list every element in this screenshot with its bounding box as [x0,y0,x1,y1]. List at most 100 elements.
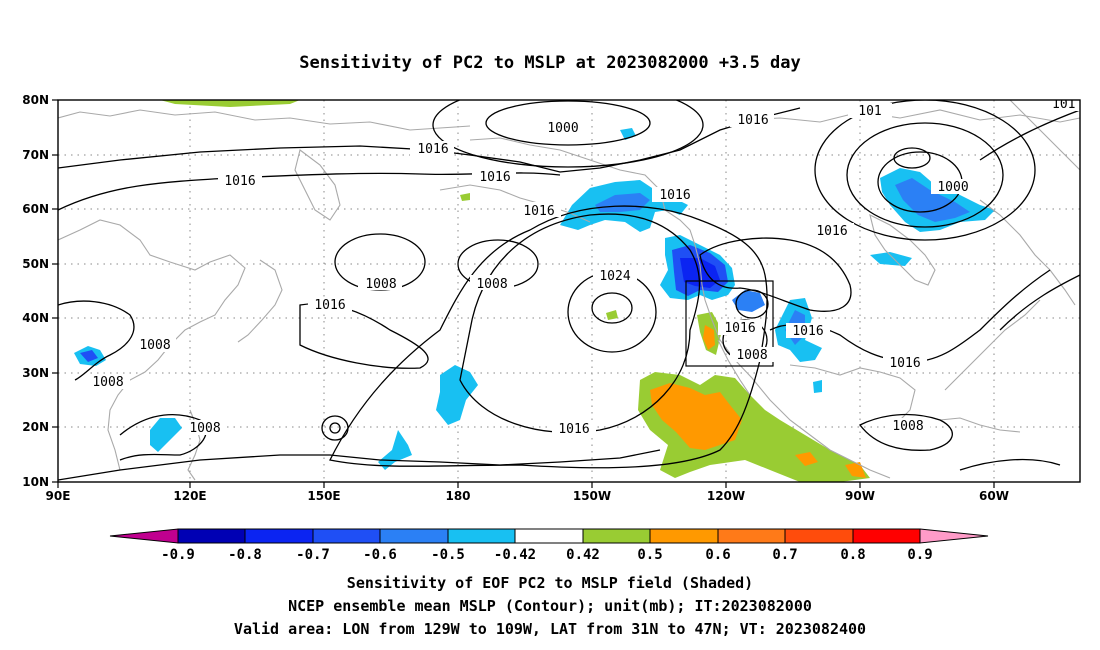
isobar-1016-nw-small [735,289,769,319]
x-tick-label: 180 [445,489,470,503]
coast-caribbean [939,417,1021,433]
colorbar-bin [379,528,449,544]
shade-blue-canada [895,178,970,222]
isobar-low-1008-pac [432,100,704,168]
colorbar-arrow-left [109,528,179,544]
x-tick-label: 90E [46,489,71,503]
isobar-1016-na [699,237,852,312]
isobar-1008-small [321,415,349,441]
colorbar-arrow-right [919,528,989,544]
colorbar-bin [649,528,719,544]
y-tick-label: 10N [22,475,49,489]
shade-cyan-sea [150,418,182,452]
coast-kamchatka [294,149,341,221]
shade-orange-baja [703,325,715,350]
shade-green-top [160,100,300,107]
colorbar-bin [852,528,921,544]
isobars [58,100,1080,481]
contour-label: 1016 [737,113,768,128]
x-tick-label: 150E [307,489,340,503]
contour-label: 1016 [479,170,510,185]
tick-marks [52,99,995,488]
contour-label: 1000 [547,121,578,136]
colorbar-label: -0.7 [296,547,330,563]
y-tick-label: 60N [22,202,49,216]
contour-label: 1016 [314,298,345,313]
caption-line-1: Sensitivity of EOF PC2 to MSLP field (Sh… [347,574,753,592]
shade-blue-asia [80,350,98,362]
colorbar-label: 0.6 [705,547,730,563]
shade-orange-south2 [795,452,818,466]
colorbar-bin [514,528,584,544]
caption-line-2: NCEP ensemble mean MSLP (Contour); unit(… [288,597,812,615]
map-title: Sensitivity of PC2 to MSLP at 2023082000… [299,53,801,73]
coastlines [58,100,1080,481]
isobar-1016-canada [814,100,1036,241]
colorbar-label: -0.9 [161,547,195,563]
shade-cyan-pac2 [378,430,412,470]
coast-alaska [469,137,696,246]
contour-label: 1008 [892,419,923,434]
shade-green-small2 [606,310,618,320]
contour-label: 1024 [599,269,630,284]
colorbar-label: -0.6 [363,547,397,563]
contour-label: 1016 [724,321,755,336]
isobar-1008-asia-s [119,413,207,461]
coast-gulf [789,364,916,426]
contour-label: 1000 [937,180,968,195]
contour-label: 101 [1052,97,1075,112]
isobar-1016-north [58,107,801,173]
colorbar-label: 0.8 [840,547,865,563]
coast-canada-north [739,109,1080,123]
x-tick-label: 60W [979,489,1009,503]
colorbar-label: 0.9 [907,547,932,563]
shade-orange-south [650,383,742,450]
coast-japan [237,259,283,343]
x-tick-label: 90W [845,489,875,503]
isobar-1008-canada [846,122,1004,228]
contour-label: 101 [858,104,881,119]
contour-labels: 1000 1016 1016 1016 1016 1016 1008 1008 … [86,97,1080,437]
contour-label: 1008 [365,277,396,292]
colorbar-label: 0.42 [566,547,600,563]
contour-label: 1008 [92,375,123,390]
colorbar-label: 0.7 [772,547,797,563]
colorbar-label: 0.5 [637,547,662,563]
map-frame [57,99,1081,483]
contour-label: 1008 [476,277,507,292]
colorbar-bin [312,528,381,544]
isobar-1000-canada-in [893,147,931,169]
contour-label: 1016 [792,324,823,339]
colorbar-label: -0.8 [228,547,262,563]
isobar-1008-small2 [329,422,341,434]
isobar-1008-gulf [859,413,953,451]
isobar-1016-asia [299,303,429,369]
contour-label: 1016 [659,188,690,203]
x-tick-label: 120W [707,489,745,503]
colorbar-bin [244,528,314,544]
caption-line-3: Valid area: LON from 129W to 109W, LAT f… [234,620,866,638]
contour-label: 1008 [736,348,767,363]
y-tick-label: 20N [22,420,49,434]
contour-label: 1016 [224,174,255,189]
contour-label: 1016 [889,356,920,371]
colorbar-bin [177,528,246,544]
colorbar-label: -0.5 [431,547,465,563]
x-tick-label: 150W [573,489,611,503]
coast-labrador [979,199,1076,306]
coast-asia-east [58,219,246,471]
y-tick-label: 50N [22,257,49,271]
y-tick-label: 80N [22,93,49,107]
contour-label: 1016 [816,224,847,239]
isobar-1016-south [58,449,661,481]
coast-asia-north [58,109,471,131]
colorbar-label: -0.42 [494,547,536,563]
shade-cyan-east1 [732,290,765,312]
y-tick-label: 30N [22,366,49,380]
shade-cyan-small-c [813,380,822,393]
y-axis-labels: 10N 20N 30N 40N 50N 60N 70N 80N [22,93,49,489]
isobar-1024-inner [591,292,633,324]
x-tick-label: 120E [173,489,206,503]
colorbar-bin [582,528,651,544]
